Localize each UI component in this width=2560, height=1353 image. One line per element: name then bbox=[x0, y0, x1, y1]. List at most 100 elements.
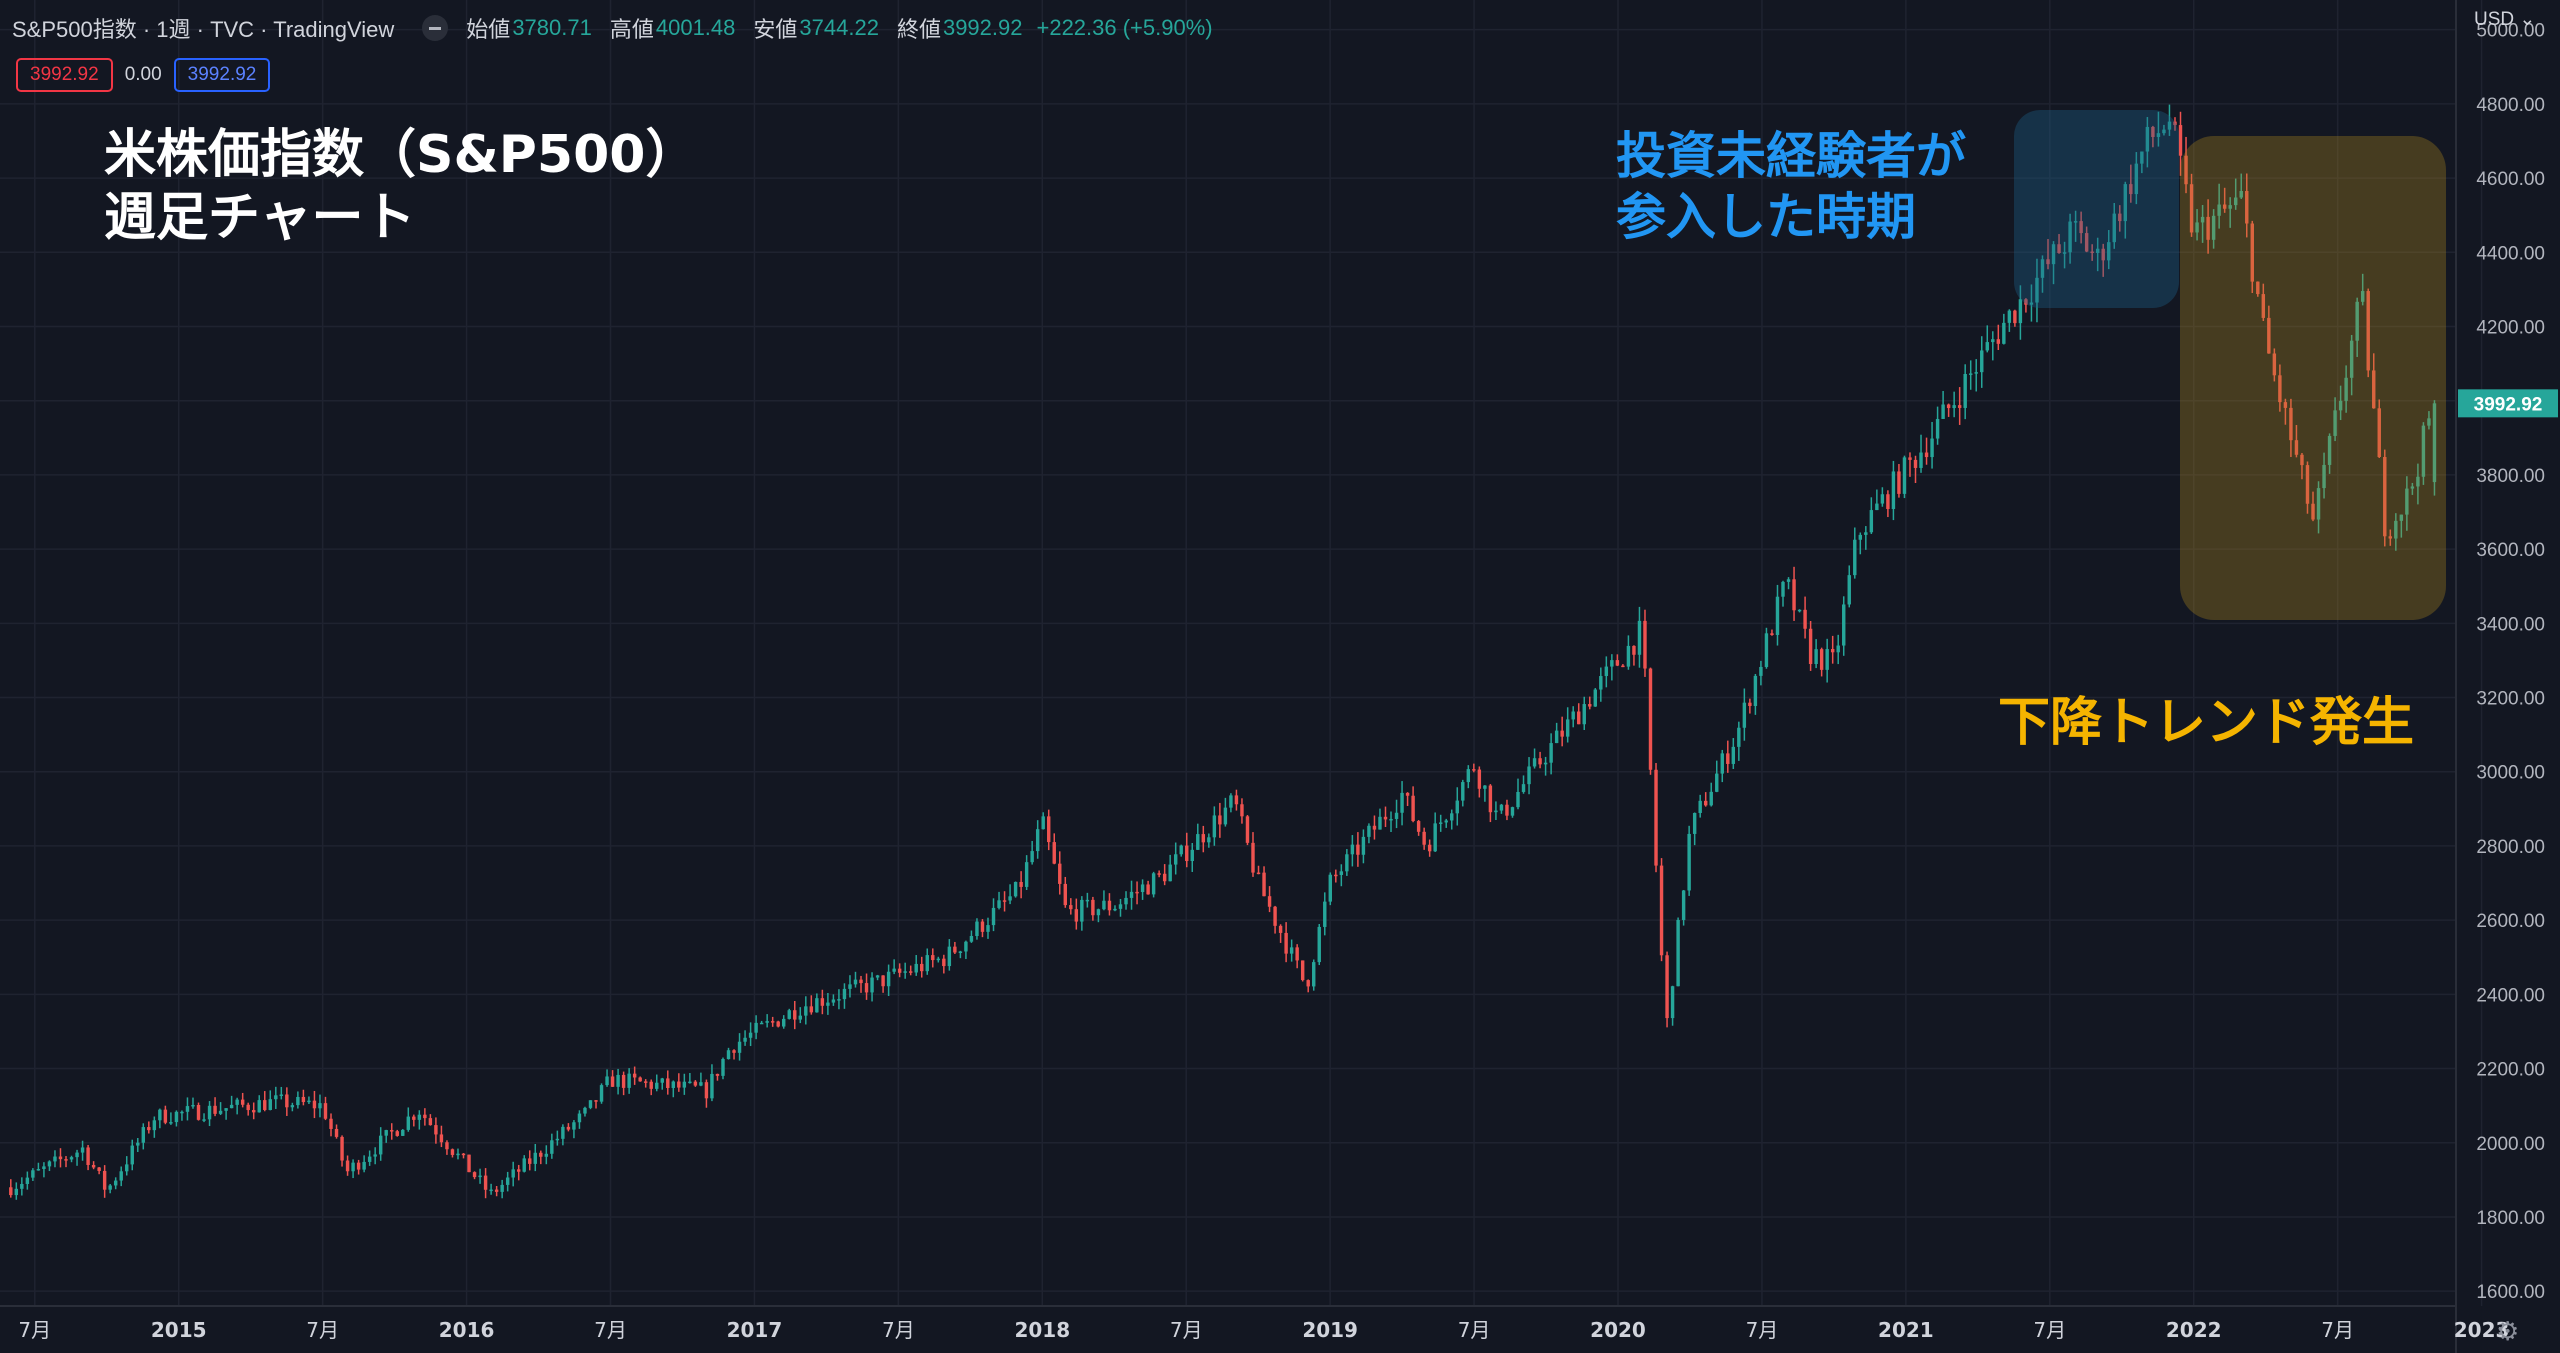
candle bbox=[1196, 823, 1200, 850]
downtrend-annotation: 下降トレンド発生 bbox=[1998, 693, 2415, 753]
candle bbox=[36, 1162, 41, 1171]
time-tick-label: 7月 bbox=[2321, 1318, 2354, 1342]
candle bbox=[323, 1096, 328, 1121]
candle bbox=[533, 1144, 537, 1172]
candle bbox=[1394, 799, 1399, 829]
candle bbox=[1008, 884, 1012, 905]
currency-selector[interactable]: USD ⌄ bbox=[2474, 9, 2536, 30]
candle bbox=[1024, 855, 1029, 890]
price-tick-label: 2000.00 bbox=[2476, 1134, 2545, 1155]
candle bbox=[489, 1183, 493, 1195]
candle bbox=[1135, 881, 1139, 905]
candle bbox=[561, 1124, 565, 1146]
candle bbox=[936, 956, 941, 963]
candle bbox=[1466, 765, 1471, 789]
candle bbox=[1030, 840, 1034, 865]
time-tick-label: 7月 bbox=[1458, 1318, 1491, 1342]
candle bbox=[1306, 979, 1310, 993]
candle bbox=[2377, 399, 2381, 458]
candle bbox=[1836, 634, 1840, 665]
candle bbox=[2388, 529, 2393, 546]
change-value: +222.36 (+5.90%) bbox=[1036, 15, 1213, 40]
collapse-icon[interactable] bbox=[422, 15, 449, 41]
candle bbox=[2294, 425, 2299, 458]
candle bbox=[1847, 565, 1851, 608]
price-tick-label: 2600.00 bbox=[2476, 911, 2545, 932]
candle bbox=[677, 1073, 681, 1092]
candle bbox=[2062, 241, 2067, 269]
candle bbox=[2068, 213, 2072, 264]
candle bbox=[1737, 721, 1741, 761]
candle bbox=[1472, 763, 1476, 773]
candle bbox=[274, 1086, 278, 1109]
buy-price-box[interactable]: 3992.92 bbox=[173, 58, 271, 92]
candle bbox=[2112, 203, 2116, 249]
candle bbox=[1488, 784, 1493, 823]
candle bbox=[522, 1155, 526, 1173]
candle bbox=[1411, 786, 1415, 823]
candle bbox=[682, 1073, 687, 1095]
candle bbox=[1786, 577, 1791, 590]
candle bbox=[1069, 898, 1073, 915]
candle bbox=[1604, 656, 1609, 688]
candle bbox=[14, 1182, 19, 1200]
candle bbox=[1494, 801, 1498, 820]
candle bbox=[1808, 620, 1813, 671]
candle bbox=[2322, 452, 2326, 499]
candle bbox=[53, 1150, 57, 1168]
candle bbox=[312, 1090, 317, 1119]
candle bbox=[2206, 199, 2210, 254]
time-tick-label: 7月 bbox=[1170, 1318, 1203, 1342]
candle bbox=[820, 989, 825, 1015]
candle bbox=[765, 1014, 769, 1028]
candle bbox=[401, 1129, 405, 1136]
candle bbox=[666, 1070, 670, 1095]
symbol-title[interactable]: S&P500指数 · 1週 · TVC · TradingView bbox=[12, 17, 395, 42]
candle bbox=[2156, 111, 2161, 147]
candle bbox=[2013, 309, 2017, 327]
candle bbox=[1803, 596, 1807, 639]
candle bbox=[1985, 325, 1989, 353]
candle bbox=[1687, 825, 1691, 896]
candle bbox=[1759, 660, 1763, 686]
time-tick-label: 7月 bbox=[1746, 1318, 1779, 1342]
candle bbox=[1190, 842, 1194, 872]
time-tick-label: 7月 bbox=[306, 1318, 339, 1342]
candle bbox=[2427, 411, 2431, 430]
gear-icon[interactable]: ⚙ bbox=[2496, 1316, 2520, 1346]
candle bbox=[1444, 818, 1448, 828]
candle bbox=[1853, 527, 1857, 579]
candle bbox=[235, 1097, 239, 1115]
candle bbox=[1245, 814, 1250, 846]
chart-title-annotation: 米株価指数（S&P500） 週足チャート bbox=[104, 124, 697, 251]
time-axis[interactable]: 7月 2015 7月 2016 7月 2017 7月 2018 7月 2019 7月 2020 7月 20… bbox=[18, 1318, 2509, 1342]
candle bbox=[2040, 255, 2045, 293]
candle bbox=[726, 1047, 731, 1060]
candle bbox=[583, 1106, 587, 1117]
entry-annotation-line1: 投資未経験者が bbox=[1616, 127, 1966, 185]
candle bbox=[1218, 802, 1222, 838]
candle bbox=[1124, 891, 1128, 910]
candle bbox=[1830, 635, 1835, 664]
candle bbox=[2007, 309, 2012, 332]
candle bbox=[456, 1148, 460, 1160]
close-value: 3992.92 bbox=[942, 15, 1023, 40]
price-axis[interactable]: 1600.00 1800.00 2000.00 2200.00 2400.00 2600.… bbox=[2476, 21, 2545, 1303]
candle bbox=[1571, 706, 1575, 728]
candle bbox=[1173, 842, 1178, 875]
candle bbox=[1516, 778, 1520, 810]
currency-label: USD bbox=[2474, 9, 2515, 30]
candle bbox=[2234, 178, 2238, 210]
candle bbox=[252, 1102, 256, 1120]
candle bbox=[787, 1008, 791, 1020]
candle bbox=[1356, 832, 1360, 867]
candle bbox=[384, 1129, 388, 1143]
candle bbox=[1041, 812, 1045, 830]
spread-value: 0.00 bbox=[124, 64, 162, 85]
candle bbox=[2217, 183, 2221, 229]
candle bbox=[58, 1148, 63, 1168]
candle bbox=[119, 1166, 123, 1187]
candle bbox=[958, 950, 963, 959]
sell-price-box[interactable]: 3992.92 bbox=[16, 58, 113, 92]
